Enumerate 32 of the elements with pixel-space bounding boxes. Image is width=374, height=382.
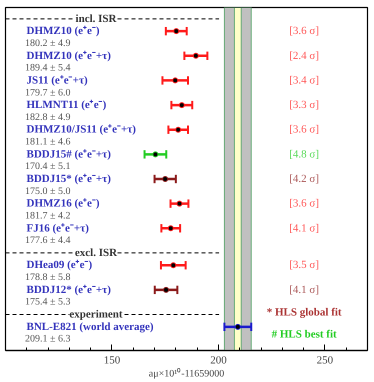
annotation: [4.1 σ] bbox=[289, 284, 320, 296]
annotation: # HLS best fit bbox=[272, 328, 338, 340]
y-tick-label: DHMZ10/JS11 (e⁺e⁻+τ) 181.1 ± 4.6 bbox=[25, 124, 136, 148]
annotation: [3.6 σ] bbox=[289, 25, 320, 38]
y-tick-label: DHMZ16 (e⁺e⁻) 181.7 ± 4.2 bbox=[25, 198, 100, 222]
annotation: [4.8 σ] bbox=[289, 148, 320, 160]
annotation: [3.6 σ] bbox=[289, 198, 320, 210]
y-tick-label: JS11 (e⁺e⁻+τ) 179.7 ± 6.0 bbox=[25, 74, 88, 98]
y-tick-label: DHea09 (e⁺e⁻) 178.8 ± 5.8 bbox=[25, 259, 93, 284]
x-tick-label: 200 bbox=[210, 354, 228, 366]
annotation: [2.4 σ] bbox=[289, 50, 320, 62]
y-tick-label: BNL-E821 (world average) 209.1 ± 6.3 bbox=[25, 320, 154, 345]
x-tick-label: 250 bbox=[316, 354, 334, 366]
y-tick-label: HLMNT11 (e⁺e⁻) 182.8 ± 4.9 bbox=[25, 99, 107, 123]
y-tick-label: DHMZ10 (e⁺e⁻+τ) 189.4 ± 5.4 bbox=[25, 50, 112, 74]
annotation: [3.6 σ] bbox=[289, 124, 320, 136]
annotation: [3.3 σ] bbox=[289, 99, 320, 112]
x-tick-label: 150 bbox=[104, 354, 121, 366]
x-axis-title: aμ×10¹⁰-11659000 bbox=[148, 368, 224, 380]
annotation: [3.5 σ] bbox=[289, 259, 320, 272]
y-tick-label: BDDJ15* (e⁺e⁻+τ) 175.0 ± 5.0 bbox=[25, 173, 112, 197]
y-tick-label: FJ16 (e⁺e⁻+τ) 177.6 ± 4.4 bbox=[25, 222, 90, 246]
y-tick-label: excl. ISR bbox=[74, 246, 118, 259]
annotation: [4.1 σ] bbox=[289, 222, 320, 234]
annotation: * HLS global fit bbox=[266, 306, 342, 318]
annotation: [4.2 σ] bbox=[289, 173, 320, 185]
y-tick-label: BDDJ12* (e⁺e⁻+τ) 175.4 ± 5.3 bbox=[25, 284, 112, 308]
y-tick-label: DHMZ10 (e⁺e⁻) 180.2 ± 4.9 bbox=[25, 25, 100, 49]
y-tick-label: BDDJ15# (e⁺e⁻+τ) 170.4 ± 5.1 bbox=[25, 148, 112, 172]
y-tick-label: experiment bbox=[69, 308, 123, 321]
y-tick-label: incl. ISR bbox=[76, 12, 118, 25]
annotation: [3.4 σ] bbox=[289, 74, 320, 86]
